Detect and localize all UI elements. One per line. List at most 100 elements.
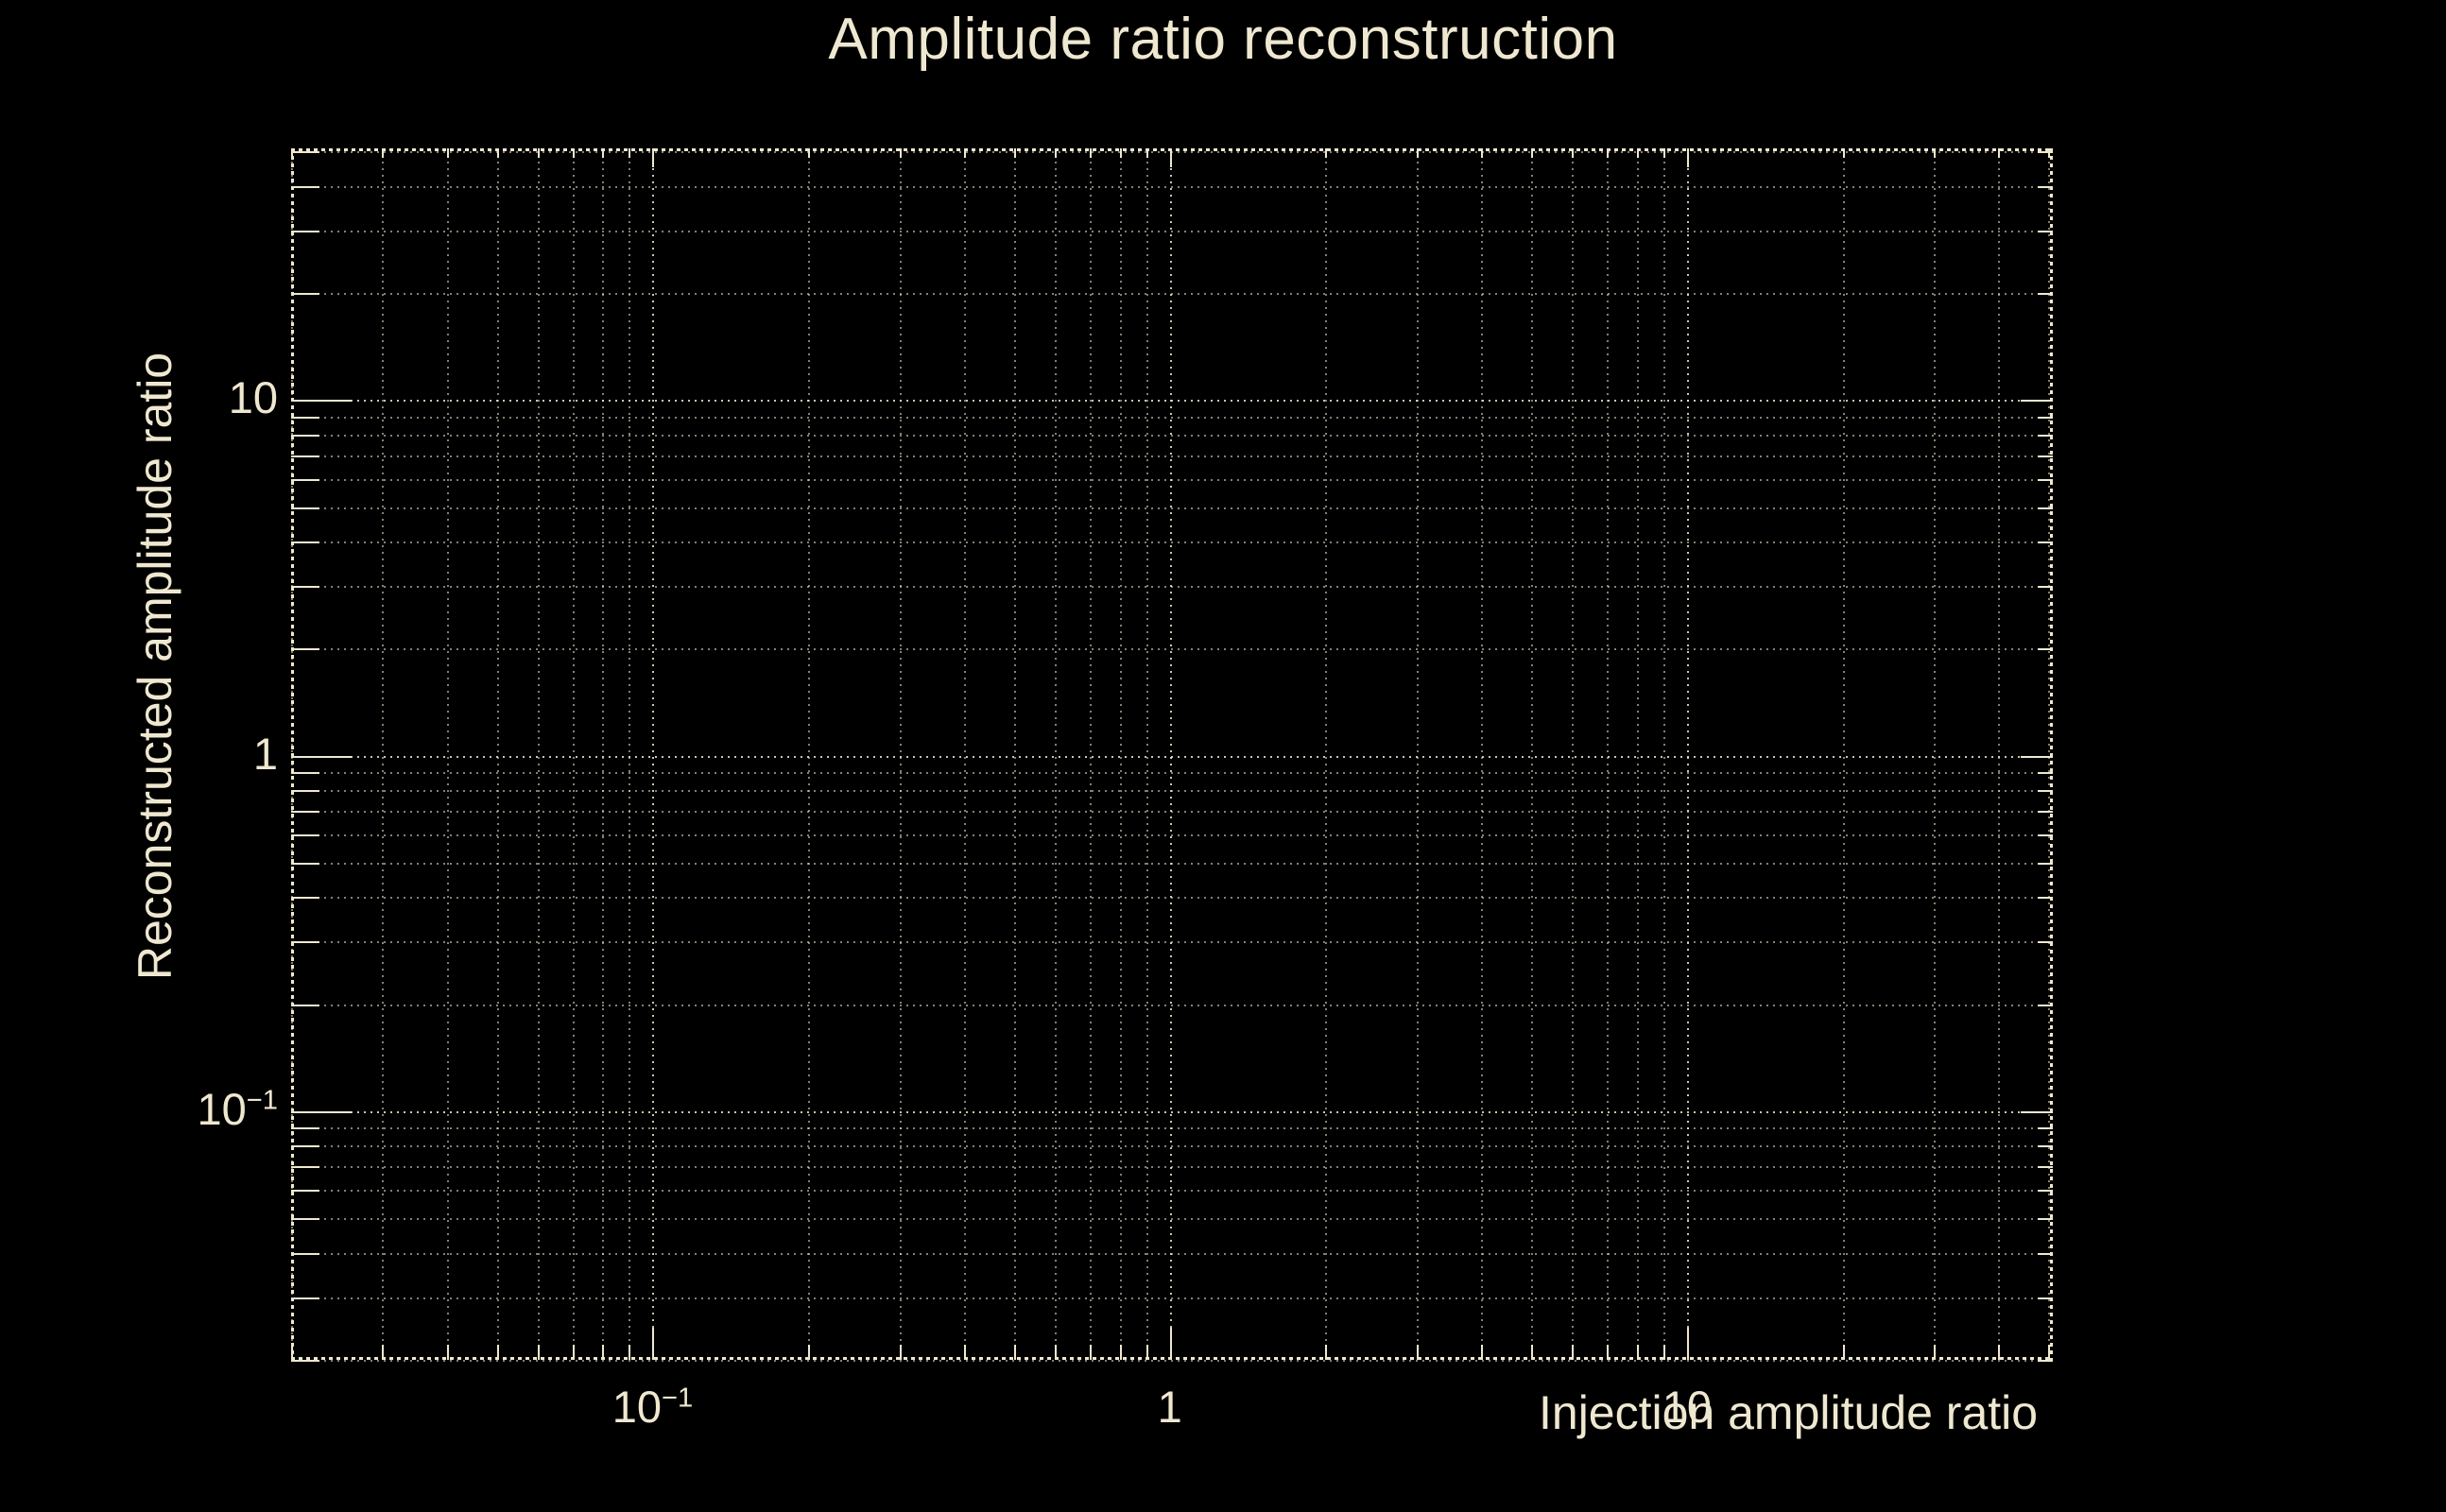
y-tick-mark	[291, 1218, 319, 1221]
x-tick-mark	[602, 1345, 605, 1360]
x-tick-label: 10−1	[612, 1382, 694, 1432]
x-tick-mark	[2048, 1345, 2051, 1360]
x-tick-mark-top	[446, 148, 449, 158]
y-tick-mark-right	[2038, 541, 2053, 544]
y-tick-mark	[291, 1166, 319, 1169]
y-tick-mark	[291, 790, 319, 793]
y-tick-mark-right	[2038, 455, 2053, 457]
x-tick-mark	[1662, 1345, 1665, 1360]
x-tick-mark-top	[1933, 148, 1936, 158]
y-tick-mark-right	[2038, 941, 2053, 944]
x-tick-mark	[1169, 1328, 1172, 1360]
gridline-horizontal	[291, 400, 2053, 403]
x-tick-mark-top	[1842, 148, 1845, 158]
y-tick-label: 1	[252, 728, 278, 779]
y-tick-mark-right	[2038, 862, 2053, 865]
y-tick-mark	[291, 400, 352, 403]
y-tick-mark	[291, 1360, 319, 1362]
x-tick-mark	[1607, 1345, 1610, 1360]
y-tick-mark	[291, 1110, 352, 1113]
y-axis-title: Reconstructed amplitude ratio	[129, 352, 181, 981]
x-tick-mark	[629, 1345, 631, 1360]
gridline-vertical	[2048, 148, 2051, 1360]
x-tick-mark	[1636, 1345, 1639, 1360]
x-tick-mark	[538, 1345, 541, 1360]
x-tick-mark-top	[1145, 148, 1148, 158]
x-tick-mark	[1842, 1345, 1845, 1360]
gridline-horizontal	[291, 771, 2053, 774]
x-tick-mark-top	[1481, 148, 1484, 158]
gridline-vertical	[1933, 148, 1936, 1360]
y-tick-mark	[291, 416, 319, 419]
gridline-vertical	[652, 148, 655, 1360]
y-tick-mark-right	[2021, 1110, 2053, 1113]
x-tick-mark	[1089, 1345, 1092, 1360]
gridline-horizontal	[291, 1252, 2053, 1255]
x-tick-mark	[1572, 1345, 1575, 1360]
gridline-horizontal	[291, 416, 2053, 419]
y-tick-mark	[291, 810, 319, 813]
x-axis-title: Injection amplitude ratio	[1539, 1386, 2039, 1439]
gridline-vertical	[1842, 148, 1845, 1360]
y-tick-mark	[291, 1127, 319, 1130]
gridline-vertical	[538, 148, 541, 1360]
x-tick-mark-top	[1169, 148, 1172, 167]
y-tick-mark-right	[2038, 1190, 2053, 1193]
y-tick-mark-right	[2038, 810, 2053, 813]
gridline-horizontal	[291, 1004, 2053, 1006]
y-tick-mark	[291, 1145, 319, 1148]
gridline-vertical	[1686, 148, 1689, 1360]
axis-frame-right	[2050, 148, 2053, 1360]
y-tick-mark-right	[2038, 790, 2053, 793]
y-tick-mark-right	[2038, 1252, 2053, 1255]
x-tick-mark-top	[382, 148, 385, 158]
x-tick-mark-top	[1607, 148, 1610, 158]
page-title: Amplitude ratio reconstruction	[828, 7, 1618, 72]
y-tick-mark	[291, 230, 319, 232]
y-tick-mark-right	[2021, 755, 2053, 758]
gridline-vertical	[1998, 148, 2001, 1360]
gridline-horizontal	[291, 1145, 2053, 1148]
gridline-horizontal	[291, 586, 2053, 589]
gridline-horizontal	[291, 1110, 2053, 1113]
gridline-horizontal	[291, 790, 2053, 793]
gridline-horizontal	[291, 862, 2053, 865]
gridline-vertical	[1013, 148, 1016, 1360]
x-tick-label: 1	[1157, 1382, 1182, 1432]
y-tick-mark-right	[2038, 771, 2053, 774]
x-tick-mark	[1933, 1345, 1936, 1360]
plot-area	[291, 148, 2053, 1362]
y-tick-mark	[291, 1190, 319, 1193]
x-tick-mark-top	[1013, 148, 1016, 158]
y-tick-mark	[291, 755, 352, 758]
gridline-horizontal	[291, 648, 2053, 651]
x-tick-mark	[652, 1328, 655, 1360]
gridline-horizontal	[291, 1166, 2053, 1169]
gridline-horizontal	[291, 1297, 2053, 1299]
gridline-vertical	[446, 148, 449, 1360]
x-tick-mark	[963, 1345, 966, 1360]
y-tick-mark	[291, 541, 319, 544]
gridline-horizontal	[291, 151, 2053, 154]
gridline-vertical	[629, 148, 631, 1360]
axis-frame-bottom	[291, 1357, 2053, 1360]
x-tick-mark	[1325, 1345, 1328, 1360]
x-tick-mark-top	[496, 148, 499, 158]
y-tick-label: 10	[228, 372, 278, 423]
x-tick-mark-top	[1089, 148, 1092, 158]
x-tick-mark	[808, 1345, 811, 1360]
gridline-vertical	[1662, 148, 1665, 1360]
y-tick-label: 10−1	[197, 1083, 279, 1134]
gridline-horizontal	[291, 541, 2053, 544]
gridline-horizontal	[291, 897, 2053, 900]
y-tick-mark-right	[2038, 1004, 2053, 1006]
x-tick-mark-top	[1119, 148, 1122, 158]
x-tick-mark-top	[1531, 148, 1534, 158]
y-tick-mark	[291, 834, 319, 837]
x-tick-mark	[382, 1345, 385, 1360]
gridline-vertical	[1636, 148, 1639, 1360]
x-tick-mark-top	[1325, 148, 1328, 158]
gridline-vertical	[1145, 148, 1148, 1360]
y-tick-mark	[291, 1004, 319, 1006]
y-tick-mark	[291, 648, 319, 651]
